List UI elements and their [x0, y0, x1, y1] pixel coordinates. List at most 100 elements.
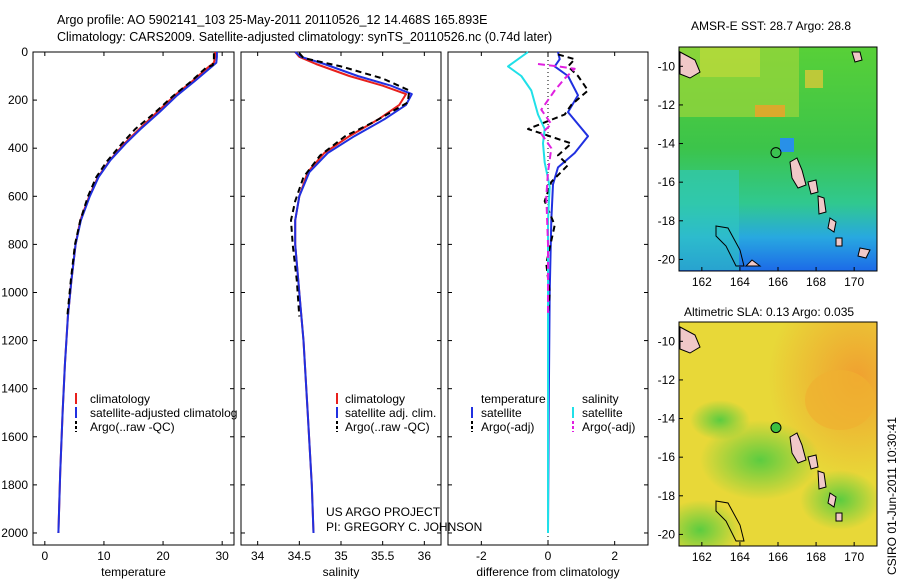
header-line2: Climatology: CARS2009. Satellite-adjuste…	[57, 30, 552, 44]
legend-entry: satellite	[582, 406, 623, 420]
x-tick-label: 0	[545, 549, 552, 563]
x-axis-label: difference from climatology	[476, 565, 619, 579]
y-tick-label: 200	[8, 93, 28, 107]
y-tick-label: -12	[658, 373, 676, 387]
series-line-temperature-argo-adj	[527, 53, 589, 317]
legend-entry: Argo(..raw -QC)	[90, 420, 175, 434]
project-line1: US ARGO PROJECT	[326, 505, 441, 519]
x-tick-label: 34	[251, 549, 265, 563]
legend-entry: satellite-adjusted climatolog	[90, 406, 237, 420]
float-position-marker	[770, 422, 782, 434]
sst-cool-patch	[780, 138, 794, 152]
sst-cool-patch	[679, 170, 739, 270]
legend-entry: climatology	[90, 392, 150, 406]
legend-entry: climatology	[345, 392, 405, 406]
y-tick-label: -16	[658, 450, 676, 464]
sst-map-axes: 162 164 166 168 170 -10 -12 -14 -16 -18 -20	[658, 59, 865, 289]
sla-green-patch	[679, 500, 740, 546]
x-tick-label: 10	[97, 549, 111, 563]
x-axis-label: temperature	[101, 565, 166, 579]
x-tick-label: 166	[768, 550, 788, 564]
legend-header-temperature: temperature	[481, 392, 546, 406]
x-tick-label: 168	[806, 550, 826, 564]
temperature-panel: 0 10 20 30 0 200 400 600 800 1000 1200 1400 1600 1800…	[1, 45, 235, 579]
x-tick-label: 0	[41, 549, 48, 563]
x-tick-label: 162	[692, 550, 712, 564]
plot-frame	[240, 51, 442, 546]
timestamp: CSIRO 01-Jun-2011 10:30:41	[885, 417, 899, 575]
x-tick-label: 162	[692, 275, 712, 289]
y-tick-label: -18	[658, 214, 676, 228]
project-line2: PI: GREGORY C. JOHNSON	[326, 520, 482, 534]
sla-green-patch	[690, 400, 750, 440]
island-outline	[835, 237, 843, 247]
x-tick-label: 168	[806, 275, 826, 289]
island-outline	[715, 225, 745, 267]
x-tick-label: 35.5	[371, 549, 395, 563]
y-tick-label: 1400	[1, 382, 28, 396]
x-tick-label: 170	[844, 275, 864, 289]
y-tick-label: 800	[8, 237, 28, 251]
series-line-satellite-adj-clim	[294, 51, 413, 534]
x-tick-label: 164	[730, 275, 750, 289]
x-tick-label: 36	[418, 549, 432, 563]
series-line-temperature-satellite	[547, 51, 589, 534]
sst-warm-patch	[805, 70, 823, 88]
island-outline	[827, 217, 837, 233]
legend-entry: satellite adj. clim.	[345, 406, 436, 420]
series-line-argo-raw-qc	[290, 52, 411, 317]
island-outline	[807, 179, 819, 195]
salinity-panel: 34 34.5 35 35.5 36 salinity	[240, 51, 442, 579]
island-outline	[715, 500, 745, 542]
island-outline	[817, 470, 827, 490]
x-tick-label: 30	[215, 549, 229, 563]
legend-entry: Argo(..raw -QC)	[345, 420, 430, 434]
sla-orange-patch	[805, 370, 875, 430]
y-tick-label: -12	[658, 98, 676, 112]
y-tick-label: -10	[658, 334, 676, 348]
plot-frame	[32, 51, 235, 546]
series-line-satellite-adjusted-climatology	[57, 52, 218, 534]
island-outline	[679, 326, 701, 354]
sla-map-axes: 162 164 166 168 170 -10 -12 -14 -16 -18 -20	[658, 334, 865, 564]
island-outline	[744, 259, 762, 267]
y-tick-label: -20	[658, 527, 676, 541]
y-tick-label: 400	[8, 141, 28, 155]
sst-map-title: AMSR-E SST: 28.7 Argo: 28.8	[691, 19, 851, 33]
y-tick-label: -16	[658, 175, 676, 189]
series-line-argo-raw-qc	[66, 53, 215, 317]
y-tick-label: 0	[21, 45, 28, 59]
y-tick-label: 1200	[1, 334, 28, 348]
x-tick-label: 166	[768, 275, 788, 289]
island-outline	[857, 247, 871, 259]
y-tick-label: 600	[8, 189, 28, 203]
island-outline	[789, 157, 807, 189]
y-tick-label: -14	[658, 412, 676, 426]
sst-warm-patch	[755, 105, 785, 117]
temperature-legend: climatology satellite-adjusted climatolo…	[75, 392, 237, 434]
x-axis-label: salinity	[323, 565, 360, 579]
sst-map	[679, 47, 877, 271]
island-outline	[827, 492, 837, 508]
float-position-marker	[770, 147, 782, 159]
island-outline	[679, 51, 701, 79]
y-tick-label: -18	[658, 489, 676, 503]
y-tick-label: 1600	[1, 430, 28, 444]
x-tick-label: 164	[730, 550, 750, 564]
salinity-legend: climatology satellite adj. clim. Argo(..…	[336, 392, 436, 434]
x-tick-label: 35	[334, 549, 348, 563]
y-tick-label: -10	[658, 59, 676, 73]
difference-panel: -2 0 2 difference from climatology	[447, 51, 649, 579]
sla-map	[679, 322, 877, 546]
difference-legend: temperature satellite Argo(-adj) salinit…	[471, 392, 635, 434]
legend-header-salinity: salinity	[582, 392, 619, 406]
header-line1: Argo profile: AO 5902141_103 25-May-2011…	[57, 13, 487, 27]
island-outline	[807, 454, 819, 470]
island-outline	[835, 512, 843, 522]
series-line-salinity-satellite	[507, 51, 551, 533]
legend-entry: Argo(-adj)	[481, 420, 534, 434]
island-outline	[851, 51, 863, 63]
y-tick-label: -14	[658, 137, 676, 151]
y-tick-label: 1800	[1, 478, 28, 492]
